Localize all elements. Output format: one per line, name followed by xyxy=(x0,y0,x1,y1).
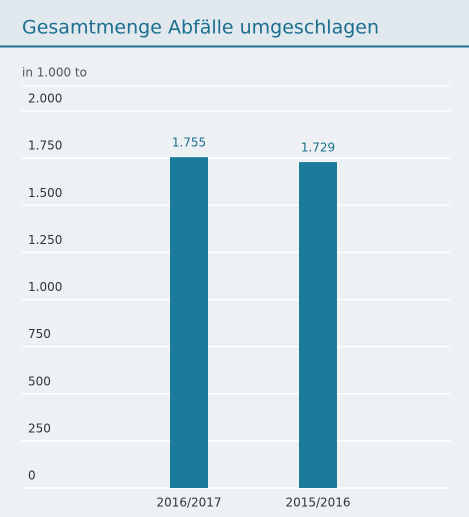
bar xyxy=(299,162,337,488)
value-label: 1.729 xyxy=(301,141,335,155)
y-tick-label: 750 xyxy=(28,327,51,341)
y-tick-label: 250 xyxy=(28,421,51,435)
x-tick-label: 2015/2016 xyxy=(285,496,350,510)
title-bar xyxy=(0,0,469,46)
y-tick-label: 1.250 xyxy=(28,233,62,247)
y-tick-label: 1.500 xyxy=(28,186,62,200)
value-label: 1.755 xyxy=(172,136,206,150)
y-axis-label: in 1.000 to xyxy=(22,66,87,80)
y-tick-label: 500 xyxy=(28,374,51,388)
y-tick-label: 2.000 xyxy=(28,92,62,106)
y-tick-label: 1.000 xyxy=(28,280,62,294)
x-tick-label: 2016/2017 xyxy=(156,496,221,510)
chart-title: Gesamtmenge Abfälle umgeschlagen xyxy=(22,17,379,39)
y-tick-label: 0 xyxy=(28,469,36,483)
bar xyxy=(170,157,208,488)
y-tick-label: 1.750 xyxy=(28,139,62,153)
